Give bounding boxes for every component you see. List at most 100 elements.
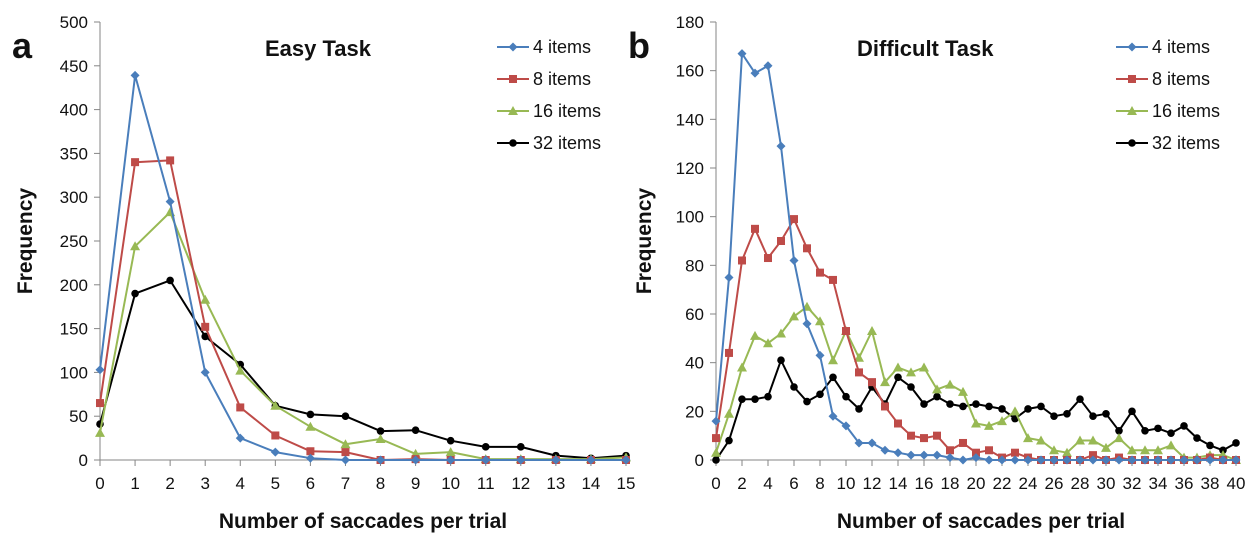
data-point [1166,440,1176,450]
series-4-items [711,49,1241,465]
series-line [715,359,1237,461]
x-tick-label: 36 [1175,474,1194,493]
data-point [1192,455,1202,465]
data-point [1115,427,1123,435]
data-point [1205,455,1215,465]
x-tick-label: 8 [815,474,824,493]
data-point [270,400,281,410]
panel-easy-task: a Easy Task Number of saccades per trial… [12,13,635,533]
data-point [829,275,837,284]
data-point [920,400,928,408]
data-point [340,439,351,449]
data-point [1062,447,1072,457]
data-point [166,156,175,165]
x-tick-label: 40 [1227,474,1246,493]
legend-marker [1127,106,1137,115]
x-tick-label: 4 [763,474,772,493]
data-point [1206,441,1214,450]
data-point [959,438,967,447]
data-point [893,448,903,458]
data-point [1050,412,1058,421]
data-point [1127,445,1137,455]
data-point [165,197,175,207]
data-point [972,400,980,408]
y-tick-label: 80 [685,256,704,275]
data-point [737,49,747,59]
y-tick-label: 50 [69,407,88,426]
legend-label: 16 items [533,101,601,121]
x-tick-label: 15 [617,474,636,493]
data-point [411,426,420,435]
legend-marker [509,139,517,147]
data-point [920,434,928,443]
x-tick-label: 11 [477,474,495,493]
x-tick-label: 0 [95,474,104,493]
data-point [621,455,631,465]
data-point [516,455,526,465]
data-point [816,390,824,399]
y-tick-label: 120 [676,159,704,178]
data-point [166,276,174,285]
y-tick-label: 140 [676,110,704,129]
legend-marker [1128,139,1136,147]
data-point [946,400,954,408]
data-point [270,447,280,457]
y-tick-label: 350 [60,144,88,163]
data-point [586,455,596,465]
data-point [1193,434,1201,442]
data-point [750,330,760,340]
x-tick-label: 12 [511,474,530,493]
data-point [1088,435,1098,445]
y-tick-label: 200 [60,276,88,295]
data-point [375,433,386,443]
data-point [306,447,315,456]
data-point [842,392,850,401]
x-tick-label: 24 [1019,474,1038,493]
data-point [1154,424,1162,433]
series-line [99,279,627,460]
data-point [777,237,785,245]
x-tick-label: 2 [737,474,746,493]
y-tick-label: 300 [60,188,88,207]
series-line [99,159,626,461]
data-point [803,244,811,253]
legend-label: 16 items [1152,101,1220,121]
data-point [971,418,981,428]
data-point [724,408,734,418]
data-point [868,378,876,387]
x-tick-label: 5 [271,474,280,493]
data-point [790,215,798,224]
data-point [411,455,421,465]
data-point [842,327,850,336]
x-tick-label: 26 [1045,474,1064,493]
data-point [828,355,838,365]
legend-label: 4 items [533,37,591,57]
x-tick-label: 6 [789,474,798,493]
data-point [305,421,316,431]
y-tick-label: 500 [60,13,88,32]
data-point [958,455,968,465]
x-tick-label: 8 [376,474,385,493]
data-point [997,455,1007,465]
data-point [551,455,561,465]
data-point [867,438,877,448]
x-tick-label: 1 [130,474,139,493]
series-8-items [96,156,630,464]
data-point [1153,455,1163,465]
y-tick-label: 250 [60,232,88,251]
data-point [340,455,350,465]
data-point [855,405,863,413]
legend-label: 4 items [1152,37,1210,57]
data-point [985,446,993,455]
data-point [1036,435,1046,445]
legend-marker [1127,42,1137,52]
x-tick-label: 3 [200,474,209,493]
data-point [1231,455,1241,465]
data-point [235,433,245,443]
data-point [1114,433,1124,443]
data-point [271,431,280,440]
x-tick-label: 14 [581,474,600,493]
x-tick-label: 32 [1123,474,1142,493]
data-point [764,392,772,401]
legend-label: 8 items [533,69,591,89]
